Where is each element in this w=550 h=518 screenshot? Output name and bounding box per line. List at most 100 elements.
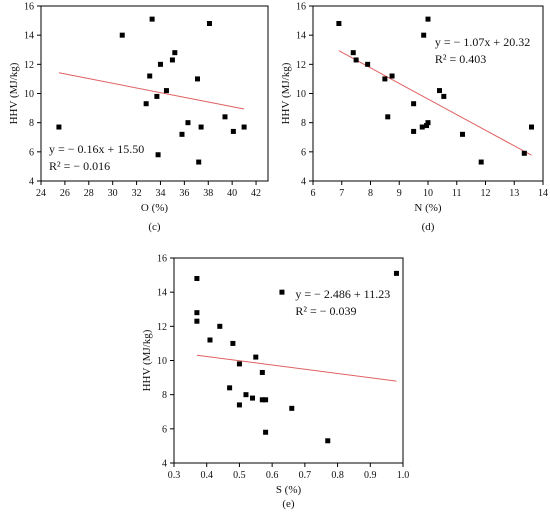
x-tick-label: 13 [509,188,519,199]
data-point [154,93,160,99]
x-tick-label: 11 [452,188,462,199]
regression-equation: y = − 1.07x + 20.32 [435,35,530,49]
y-tick-label: 8 [162,390,167,401]
data-point [222,114,228,120]
data-point [230,340,236,346]
data-point [425,120,431,126]
data-point [157,61,163,67]
x-tick-label: 6 [311,188,316,199]
data-point [194,310,200,316]
data-point [143,101,149,107]
data-point [119,32,125,38]
scatter-panel-c: 24 26 28 30 32 34 36 38 40 42 4 6 8 10 12 14 16 O (%) HHV … [8,2,269,233]
data-point [289,405,295,411]
x-tick-label: 0.7 [299,470,312,481]
data-point [243,392,249,398]
y-tick-label: 6 [301,147,306,158]
data-point [241,124,247,130]
data-point [194,276,200,281]
panel-label: (c) [148,221,161,233]
y-axis-label: HHV (MJ/kg) [141,329,153,391]
data-point [437,88,442,94]
x-tick-label: 12 [481,188,491,199]
data-point [149,16,155,22]
regression-equation: y = − 0.16x + 15.50 [49,142,144,156]
x-tick-label: 40 [227,188,237,199]
x-axis-label: O (%) [141,202,169,214]
x-tick-label: 0.6 [266,470,279,481]
data-point [147,73,153,79]
x-tick-label: 30 [108,188,118,199]
data-point [230,128,236,134]
data-point [419,124,425,130]
y-tick-label: 16 [24,2,34,13]
regression-equation: y = − 2.486 + 11.23 [295,287,390,301]
x-tick-label: 28 [84,188,94,199]
data-point [236,361,242,367]
x-tick-label: 24 [36,188,46,199]
x-tick-label: 14 [538,188,548,199]
y-tick-label: 12 [157,322,167,333]
x-tick-label: 8 [368,188,373,199]
y-tick-label: 10 [296,89,306,100]
data-point [163,88,169,94]
r-squared: R² = − 0.039 [295,304,356,318]
y-tick-label: 12 [24,60,34,71]
y-tick-label: 10 [157,356,167,367]
trend-line [196,354,397,382]
x-tick-label: 36 [179,188,189,199]
data-point [529,124,534,130]
x-tick-label: 38 [203,188,213,199]
data-point [155,152,161,158]
data-point [185,120,191,126]
y-tick-label: 6 [162,424,167,435]
data-point [382,76,388,82]
data-point [521,150,527,156]
data-point [350,50,356,56]
data-point [279,289,285,295]
y-axis-label: HHV (MJ/kg) [280,62,292,124]
r-squared: R² = − 0.016 [49,159,110,173]
x-tick-label: 10 [423,188,433,199]
data-point [172,50,178,56]
data-point [206,21,212,26]
x-tick-label: 0.3 [168,470,181,481]
data-point [460,131,465,137]
data-point [179,131,185,137]
data-point [195,76,201,82]
data-point [353,57,359,63]
y-tick-label: 4 [162,459,167,470]
data-point [421,32,427,38]
x-tick-label: 34 [155,188,165,199]
data-point [253,354,259,360]
data-point [259,397,265,403]
r-squared: R² = 0.403 [435,52,486,66]
data-point [365,61,371,67]
data-point [478,159,484,165]
x-tick-label: 0.9 [364,470,377,481]
plot-frame [312,5,544,182]
x-tick-label: 0.4 [200,470,213,481]
data-point [425,16,431,22]
x-tick-label: 7 [339,188,344,199]
data-point [207,337,213,343]
y-tick-label: 14 [296,31,306,42]
data-point [194,318,200,324]
data-point [336,21,342,26]
data-point [259,369,265,375]
scatter-panel-e: 0.3 0.4 0.5 0.6 0.7 0.8 0.9 1.0 4 6 8 10 12 14 16 S (%)… [141,254,409,511]
x-axis-label: S (%) [276,484,302,496]
x-tick-label: 32 [132,188,142,199]
data-point [441,93,447,99]
y-tick-label: 4 [301,177,306,188]
y-axis-label: HHV (MJ/kg) [8,62,20,124]
x-tick-label: 42 [251,188,261,199]
data-point [236,402,242,408]
y-tick-label: 6 [29,147,34,158]
data-point [385,114,391,120]
data-point [169,57,175,63]
y-tick-label: 14 [24,31,34,42]
data-point [325,438,331,444]
panel-label: (d) [422,221,435,233]
